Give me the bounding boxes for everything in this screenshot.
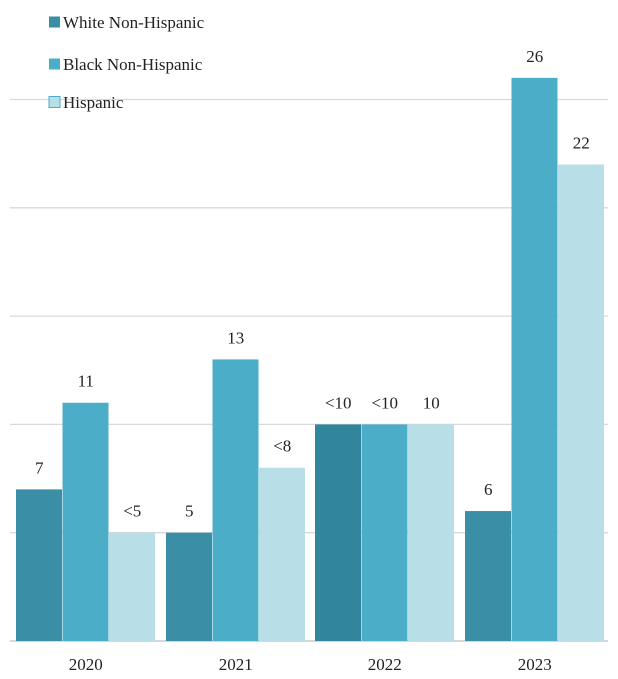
bar-2021-series-0 (166, 532, 212, 641)
bar-2023-series-0 (465, 511, 511, 641)
bar-2022-series-2 (408, 424, 454, 641)
bar-2021-series-2 (259, 467, 305, 641)
legend-label-series-1: Black Non-Hispanic (63, 55, 203, 74)
x-axis: 2020 2021 2022 2023 (69, 655, 552, 674)
bars (16, 77, 604, 642)
bar-2022-series-1 (361, 424, 408, 641)
x-tick-label-2021: 2021 (219, 655, 253, 674)
x-tick-label-2022: 2022 (368, 655, 402, 674)
legend-swatch-series-0 (49, 16, 60, 28)
bar-2021-series-1 (212, 359, 259, 641)
value-label-2020-series-2: <5 (123, 502, 141, 521)
value-label-2022-series-1: <10 (371, 393, 398, 412)
value-label-2022-series-2: 10 (423, 393, 440, 412)
value-label-2020-series-1: 11 (78, 372, 94, 391)
legend-swatch-series-2 (48, 96, 61, 108)
value-label-2021-series-0: 5 (185, 502, 194, 521)
value-label-2023-series-1: 26 (526, 47, 543, 66)
bar-2020-series-0 (16, 489, 62, 641)
x-tick-label-2020: 2020 (69, 655, 103, 674)
bar-2020-series-1 (62, 402, 109, 641)
legend: White Non-Hispanic Black Non-Hispanic Hisp… (48, 13, 205, 112)
value-label-2020-series-0: 7 (35, 458, 44, 477)
value-label-2023-series-2: 22 (573, 133, 590, 152)
x-tick-label-2023: 2023 (518, 655, 552, 674)
legend-swatch-series-1 (49, 58, 60, 70)
bar-2020-series-2 (109, 532, 155, 641)
value-labels: 7 11 <5 5 13 <8 <10 <10 10 6 26 22 (35, 47, 590, 521)
value-label-2022-series-0: <10 (325, 393, 352, 412)
bar-2023-series-1 (511, 77, 558, 642)
legend-label-series-0: White Non-Hispanic (63, 13, 205, 32)
value-label-2021-series-1: 13 (227, 328, 244, 347)
bar-2022-series-0 (315, 424, 361, 641)
value-label-2021-series-2: <8 (273, 437, 291, 456)
value-label-2023-series-0: 6 (484, 480, 493, 499)
bar-2023-series-2 (558, 164, 604, 642)
legend-label-series-2: Hispanic (63, 93, 124, 112)
